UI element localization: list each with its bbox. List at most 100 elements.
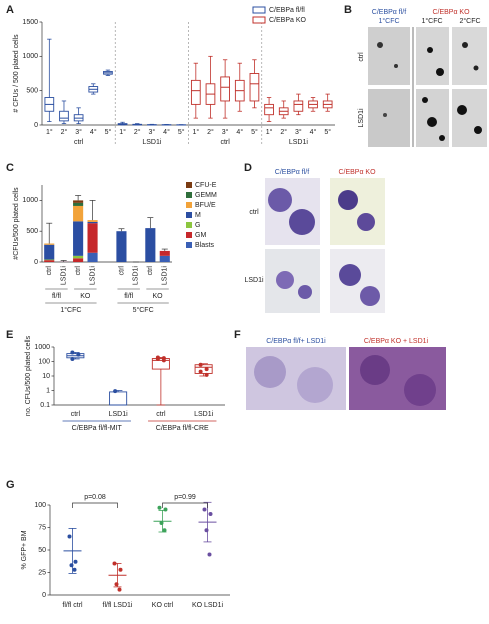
- box: [59, 110, 69, 122]
- y-tick-label: 1000: [22, 197, 38, 204]
- bar-segment: [159, 255, 170, 262]
- legend-swatch: [186, 232, 192, 238]
- data-point: [113, 389, 118, 394]
- row-label: LSD1i: [358, 108, 365, 128]
- x-tick-label: 3°: [222, 128, 229, 136]
- micrographs: [368, 27, 487, 147]
- y-axis-label: no. CFUs/500 plated cells: [25, 335, 32, 416]
- x-tick-label: LSD1i: [162, 266, 169, 286]
- y-tick-label: 0: [42, 592, 46, 599]
- legend-swatch: [186, 242, 192, 248]
- y-tick-label: 25: [38, 569, 46, 576]
- y-tick-label: 100: [34, 502, 46, 509]
- group-label: fl/fl: [52, 293, 61, 300]
- bar-segment: [87, 221, 98, 224]
- x-tick-label: 5°: [324, 128, 331, 136]
- x-tick-label: 4°: [90, 128, 97, 136]
- y-tick-label: 0: [34, 122, 38, 129]
- y-tick-label: 500: [26, 88, 38, 95]
- x-tick-label: LSD1i: [61, 266, 68, 286]
- bar-segment: [44, 243, 55, 245]
- x-tick-label: 4°: [163, 128, 170, 136]
- x-tick-label: 1°: [192, 128, 199, 136]
- bar-segment: [73, 255, 84, 259]
- data-point: [198, 369, 203, 374]
- x-tick-label: KO LSD1i: [192, 602, 224, 609]
- x-tick-label: ctrl: [156, 411, 166, 418]
- x-tick-label: 1°: [266, 128, 273, 136]
- data-point: [157, 505, 162, 510]
- x-tick-label: 3°: [75, 128, 82, 136]
- data-point: [162, 528, 167, 533]
- y-axis-label: % GFP+ BM: [21, 530, 28, 569]
- legend-label: GM: [195, 232, 206, 239]
- legend-swatch: [186, 212, 192, 218]
- box: [151, 358, 170, 370]
- panel-letter: E: [6, 329, 13, 341]
- y-tick-label: 0: [34, 259, 38, 266]
- y-tick-label: 10: [42, 373, 50, 380]
- y-tick-label: 1000: [34, 344, 50, 351]
- significance-bracket: [72, 502, 118, 508]
- y-axis-label: #CFUs/500 plated cells: [13, 187, 20, 260]
- panel-letter: B: [344, 4, 352, 16]
- row-label: LSD1i: [244, 277, 264, 284]
- group-label: LSD1i: [289, 139, 309, 146]
- y-tick-label: 100: [38, 358, 50, 365]
- column-title: 1°CFC: [421, 17, 442, 25]
- group-label: ctrl: [74, 139, 84, 146]
- row-label: ctrl: [358, 52, 365, 62]
- x-tick-label: 4°: [310, 128, 317, 136]
- data-point: [155, 356, 160, 361]
- panel-title: C/EBPα fl/f+ LSD1i: [266, 338, 326, 345]
- data-point: [208, 512, 213, 516]
- bar-segment: [73, 205, 84, 222]
- y-tick-label: 75: [38, 524, 46, 531]
- box: [109, 391, 128, 406]
- group-label: KO: [152, 293, 163, 300]
- group-label: ctrl: [220, 139, 230, 146]
- x-tick-label: 1°: [46, 128, 53, 136]
- significance-bracket: [162, 502, 208, 508]
- legend-swatch: [186, 222, 192, 228]
- y-tick-label: 1500: [22, 19, 38, 26]
- x-tick-label: LSD1i: [194, 411, 214, 418]
- bar-segment: [87, 252, 98, 262]
- x-tick-label: 2°: [207, 128, 214, 136]
- data-point: [163, 507, 168, 512]
- data-point: [204, 367, 209, 372]
- annotation: p=0.08: [84, 494, 106, 501]
- y-tick-label: 1: [46, 387, 50, 394]
- y-tick-label: 0.1: [40, 402, 50, 409]
- panel-title: C/EBPα KO: [432, 9, 470, 16]
- x-tick-label: 2°: [280, 128, 287, 136]
- data-point: [70, 356, 75, 361]
- bar-segment: [44, 260, 55, 262]
- section-label: 1°CFC: [60, 306, 81, 314]
- box: [264, 103, 274, 116]
- bar-segment: [159, 250, 170, 256]
- data-point: [118, 567, 123, 572]
- bar-segment: [73, 221, 84, 256]
- legend-label: Blasts: [195, 242, 215, 249]
- box: [249, 73, 260, 102]
- y-tick-label: 50: [38, 547, 46, 554]
- micrographs: [246, 347, 446, 410]
- data-point: [72, 567, 77, 572]
- box: [293, 100, 304, 112]
- y-axis-label: # CFUs / 500 plated cells: [13, 34, 20, 113]
- x-tick-label: ctrl: [71, 411, 81, 418]
- group-label: C/EBPa fl/fl-MIT: [72, 425, 123, 432]
- column-title: 2°CFC: [459, 17, 480, 25]
- legend-label: C/EBPa fl/fl: [269, 7, 305, 14]
- section-label: 5°CFC: [133, 306, 154, 314]
- panel-letter: G: [6, 479, 15, 491]
- bar-segment: [87, 220, 98, 222]
- box: [220, 76, 230, 102]
- data-point: [198, 362, 203, 367]
- column-title: 1°CFC: [378, 17, 399, 25]
- legend-label: BFU/E: [195, 202, 216, 209]
- x-tick-label: 3°: [149, 128, 156, 136]
- bar-segment: [44, 244, 55, 260]
